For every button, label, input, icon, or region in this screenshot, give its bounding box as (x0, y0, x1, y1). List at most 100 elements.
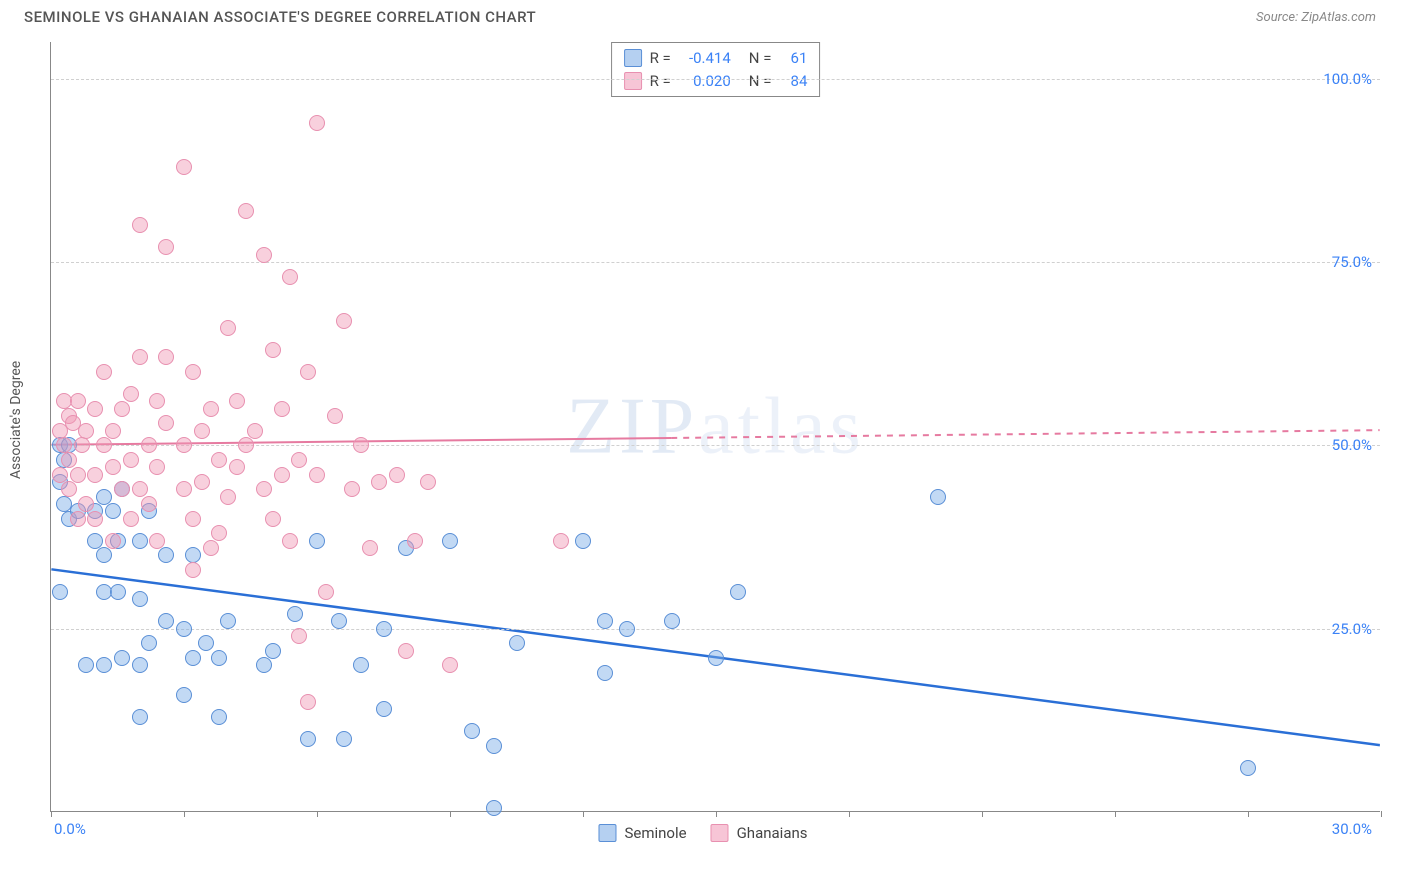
data-point (61, 452, 77, 468)
data-point (158, 547, 174, 563)
data-point (256, 657, 272, 673)
data-point (287, 606, 303, 622)
data-point (70, 511, 86, 527)
data-point (87, 467, 103, 483)
x-tick (583, 811, 584, 817)
y-tick-label: 50.0% (1332, 436, 1372, 454)
data-point (664, 613, 680, 629)
data-point (176, 159, 192, 175)
data-point (194, 474, 210, 490)
data-point (220, 489, 236, 505)
data-point (211, 452, 227, 468)
data-point (70, 393, 86, 409)
data-point (141, 437, 157, 453)
data-point (158, 415, 174, 431)
data-point (123, 386, 139, 402)
chart-source: Source: ZipAtlas.com (1256, 10, 1376, 25)
data-point (597, 613, 613, 629)
data-point (105, 459, 121, 475)
data-point (282, 269, 298, 285)
x-tick (450, 811, 451, 817)
watermark-part2: atlas (698, 382, 865, 470)
data-point (52, 584, 68, 600)
data-point (149, 393, 165, 409)
data-point (96, 489, 112, 505)
n-label: N = (749, 70, 772, 93)
data-point (176, 687, 192, 703)
data-point (291, 452, 307, 468)
data-point (509, 635, 525, 651)
r-value: 0.020 (679, 70, 731, 93)
data-point (300, 694, 316, 710)
data-point (110, 584, 126, 600)
y-tick-label: 25.0% (1332, 620, 1372, 638)
scatter-chart: ZIPatlas R =-0.414N =61R =0.020N =84 25.… (50, 42, 1380, 812)
series-legend-label: Seminole (624, 824, 686, 842)
data-point (486, 800, 502, 816)
x-tick (716, 811, 717, 817)
grid-line (51, 262, 1380, 263)
data-point (56, 437, 72, 453)
data-point (575, 533, 591, 549)
data-point (300, 364, 316, 380)
data-point (238, 203, 254, 219)
x-axis-min-label: 0.0% (54, 820, 86, 838)
data-point (220, 613, 236, 629)
legend-swatch (624, 72, 642, 90)
data-point (176, 437, 192, 453)
data-point (229, 459, 245, 475)
y-tick-label: 75.0% (1332, 253, 1372, 271)
data-point (371, 474, 387, 490)
data-point (158, 349, 174, 365)
stats-legend: R =-0.414N =61R =0.020N =84 (611, 42, 821, 97)
data-point (185, 650, 201, 666)
data-point (309, 467, 325, 483)
data-point (331, 613, 347, 629)
data-point (198, 635, 214, 651)
data-point (336, 731, 352, 747)
data-point (1240, 760, 1256, 776)
data-point (185, 562, 201, 578)
data-point (442, 657, 458, 673)
x-tick (1381, 811, 1382, 817)
data-point (96, 437, 112, 453)
data-point (256, 247, 272, 263)
data-point (708, 650, 724, 666)
data-point (274, 467, 290, 483)
data-point (211, 525, 227, 541)
data-point (597, 665, 613, 681)
grid-line (51, 629, 1380, 630)
data-point (256, 481, 272, 497)
data-point (282, 533, 298, 549)
data-point (78, 423, 94, 439)
data-point (309, 533, 325, 549)
data-point (185, 547, 201, 563)
data-point (132, 657, 148, 673)
data-point (96, 547, 112, 563)
x-tick (982, 811, 983, 817)
data-point (158, 613, 174, 629)
data-point (247, 423, 263, 439)
series-legend-label: Ghanaians (737, 824, 808, 842)
data-point (158, 239, 174, 255)
data-point (238, 437, 254, 453)
data-point (114, 650, 130, 666)
data-point (61, 481, 77, 497)
x-tick (849, 811, 850, 817)
data-point (74, 437, 90, 453)
grid-line (51, 79, 1380, 80)
data-point (353, 657, 369, 673)
data-point (149, 533, 165, 549)
data-point (132, 533, 148, 549)
legend-swatch (624, 49, 642, 67)
x-tick (184, 811, 185, 817)
data-point (176, 481, 192, 497)
series-legend-item: Ghanaians (711, 824, 808, 842)
data-point (132, 709, 148, 725)
data-point (194, 423, 210, 439)
data-point (486, 738, 502, 754)
x-tick (51, 811, 52, 817)
data-point (96, 657, 112, 673)
data-point (229, 393, 245, 409)
y-tick-label: 100.0% (1323, 70, 1372, 88)
